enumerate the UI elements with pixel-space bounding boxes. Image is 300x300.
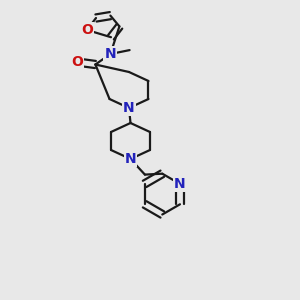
Text: N: N [105, 47, 116, 61]
Text: N: N [125, 152, 136, 166]
Text: O: O [81, 23, 93, 37]
Text: N: N [123, 101, 135, 115]
Text: O: O [71, 55, 83, 69]
Text: N: N [174, 177, 186, 191]
